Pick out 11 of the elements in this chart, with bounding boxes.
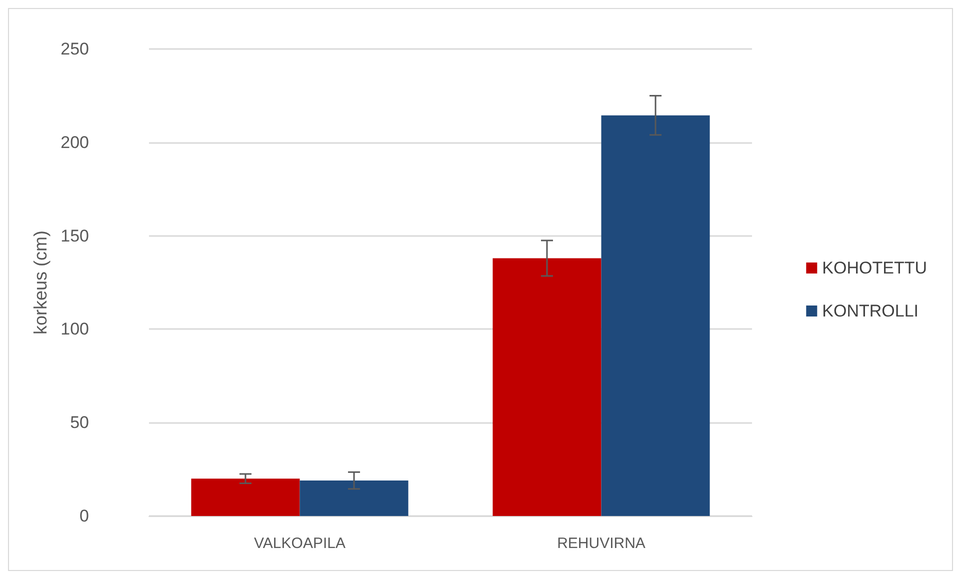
y-tick-label: 250 (60, 40, 89, 58)
y-tick-label: 0 (80, 506, 89, 526)
y-tick-label: 100 (60, 320, 89, 339)
legend-label: KONTROLLI (822, 302, 919, 320)
legend-label: KOHOTETTU (822, 258, 928, 278)
y-tick-label: 200 (60, 132, 89, 152)
x-tick-label: REHUVIRNA (557, 535, 646, 552)
y-axis-title: korkeus (cm) (30, 230, 51, 335)
y-tick-label: 150 (60, 226, 89, 246)
x-tick-label: VALKOAPILA (254, 535, 346, 552)
y-tick-label: 50 (70, 413, 89, 432)
